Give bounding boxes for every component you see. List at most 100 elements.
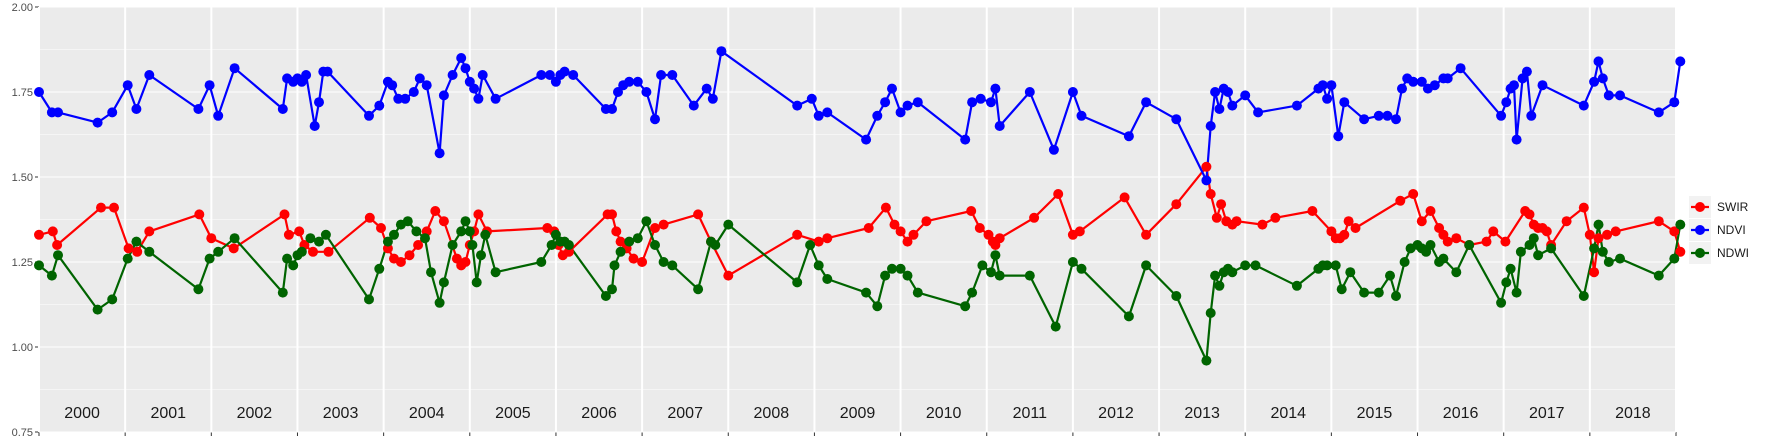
data-point-ndvi [607,104,617,114]
year-label: 2005 [495,405,531,422]
legend-key-point-ndwi [1695,248,1705,258]
data-point-swir [279,209,290,220]
data-point-ndvi [314,97,324,108]
data-point-ndwi [1210,270,1221,281]
data-point-ndvi [656,70,667,80]
data-point-ndvi [806,93,817,104]
data-point-ndwi [288,260,299,271]
data-point-ndwi [1546,243,1557,254]
legend-label-swir: SWIR [1717,200,1749,214]
data-point-ndwi [320,229,331,240]
data-point-ndvi [1227,100,1238,111]
data-point-ndvi [34,87,44,97]
data-point-ndvi [322,66,333,77]
data-point-ndvi [400,93,411,104]
data-point-ndwi [364,294,374,305]
data-point-ndvi [990,83,1001,94]
data-point-ndvi [1408,76,1419,87]
data-point-swir [1350,223,1361,233]
data-point-ndvi [408,87,419,97]
data-point-ndvi [107,107,118,118]
data-point-ndvi [374,100,385,111]
data-point-ndvi [1521,66,1532,77]
data-point-ndwi [296,246,307,257]
data-point-ndwi [600,291,611,301]
data-point-ndwi [650,240,660,250]
data-point-ndwi [1528,233,1539,244]
data-point-ndvi [393,93,404,104]
data-point-ndvi [1214,104,1225,114]
data-point-swir [194,209,205,220]
data-point-ndvi [641,87,652,97]
data-point-swir [1029,212,1040,223]
data-point-swir [473,209,484,220]
data-point-ndwi [710,240,721,250]
y-tick-label: 1.75 [12,87,33,99]
data-point-ndwi [229,233,240,244]
data-point-ndwi [536,257,547,267]
data-point-ndvi [434,148,445,159]
data-point-ndvi [1391,114,1401,125]
data-point-ndvi [707,93,718,104]
data-point-ndwi [1250,260,1261,271]
data-point-ndvi [912,97,923,108]
data-point-ndwi [277,287,288,298]
data-point-ndwi [1438,253,1449,264]
data-point-ndwi [282,253,293,264]
data-point-ndwi [1141,260,1152,271]
data-point-ndwi [374,263,385,274]
data-point-swir [52,240,63,250]
data-point-ndwi [1171,291,1182,301]
data-point-swir [880,202,891,213]
data-point-ndvi [1509,80,1519,91]
data-point-ndvi [667,70,678,80]
data-point-ndwi [1603,257,1614,267]
data-point-ndvi [1076,110,1087,121]
data-point-swir [974,223,985,233]
data-point-ndvi [1589,76,1600,87]
data-point-swir [1524,209,1535,220]
data-point-ndvi [544,70,555,80]
year-label: 2007 [667,405,703,422]
data-point-swir [902,236,913,247]
year-label: 2008 [754,405,790,422]
data-point-ndwi [902,270,913,281]
data-point-ndwi [1024,270,1035,281]
data-point-swir [650,223,660,233]
data-point-swir [1119,192,1130,203]
data-point-ndwi [53,250,63,261]
data-point-ndvi [902,100,913,111]
data-point-ndwi [438,277,449,288]
data-point-ndwi [880,270,891,281]
data-point-ndwi [1399,257,1410,267]
data-point-ndvi [92,117,103,128]
data-point-ndvi [880,97,891,108]
data-point-ndvi [229,63,240,74]
data-point-swir [1211,212,1222,223]
data-point-ndvi [1317,80,1328,91]
y-tick-label: 0.75 [12,427,33,439]
year-label: 2016 [1443,405,1479,422]
data-point-ndvi [414,73,425,84]
data-point-swir [308,246,318,257]
data-point-ndwi [1214,280,1225,291]
data-point-ndwi [994,270,1005,281]
data-point-ndwi [912,287,923,298]
data-point-ndvi [144,70,155,80]
data-point-ndwi [1373,287,1384,298]
data-point-swir [109,202,119,213]
data-point-ndwi [1653,270,1664,281]
data-point-ndvi [1455,63,1466,74]
data-point-swir [1653,216,1664,227]
data-point-swir [1602,229,1613,240]
data-point-ndwi [641,216,652,227]
data-point-ndwi [895,263,906,274]
data-point-ndwi [1464,240,1475,250]
data-point-ndvi [1578,100,1589,111]
data-point-ndwi [546,240,557,250]
data-point-swir [47,226,58,237]
data-point-ndvi [861,134,872,145]
data-point-ndvi [193,104,204,114]
data-point-ndwi [456,226,467,237]
data-point-swir [364,212,375,223]
